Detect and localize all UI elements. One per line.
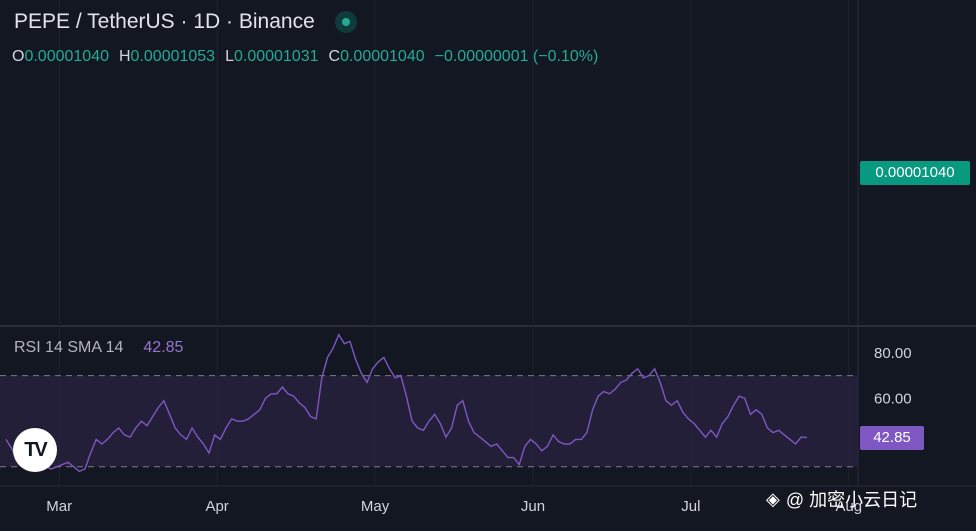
time-tick-label: Aug bbox=[835, 498, 862, 515]
watermark: ◈ @ 加密小云日记 bbox=[766, 486, 917, 512]
binance-icon: ◈ bbox=[766, 488, 780, 509]
time-tick-label: Jul bbox=[681, 498, 700, 515]
rsi-line bbox=[5, 333, 807, 473]
rsi-legend-label[interactable]: RSI 14 SMA 14 bbox=[14, 339, 124, 356]
ohlc-high-label: H bbox=[118, 48, 131, 65]
ohlc-close-value: 0.00001040 bbox=[340, 48, 425, 65]
rsi-line-layer bbox=[5, 333, 807, 473]
rsi-value-tag: 42.85 bbox=[860, 426, 924, 450]
time-tick-label: Mar bbox=[46, 498, 72, 515]
ohlc-open-value: 0.00001040 bbox=[24, 48, 109, 65]
ohlc-open-label: O bbox=[12, 48, 25, 65]
ohlc-close-label: C bbox=[328, 48, 341, 65]
watermark-text: @ 加密小云日记 bbox=[785, 490, 918, 510]
tradingview-logo[interactable]: TV bbox=[13, 428, 57, 472]
time-tick-label: Jun bbox=[521, 498, 545, 515]
rsi-legend[interactable]: RSI 14 SMA 14 42.85 bbox=[14, 339, 183, 357]
time-tick-label: May bbox=[361, 498, 390, 515]
symbol-title-bar[interactable]: PEPE / TetherUS · 1D · Binance bbox=[14, 10, 357, 34]
ohlc-change-value: −0.00000001 (−0.10%) bbox=[434, 48, 599, 65]
symbol-title[interactable]: PEPE / TetherUS · 1D · Binance bbox=[14, 10, 315, 33]
rsi-band-layer bbox=[0, 375, 858, 468]
rsi-tick-label: 60.00 bbox=[874, 390, 912, 407]
ohlc-low-label: L bbox=[225, 48, 234, 65]
time-tick-label: Apr bbox=[205, 498, 228, 515]
ohlc-low-value: 0.00001031 bbox=[233, 48, 319, 65]
ohlc-legend: O0.00001040 H0.00001053 L0.00001031 C0.0… bbox=[12, 48, 598, 66]
rsi-tick-label: 80.00 bbox=[874, 345, 912, 362]
market-open-icon bbox=[334, 11, 357, 33]
last-price-tag: 0.00001040 bbox=[860, 161, 970, 185]
axis-layer: 0.000016000.000014000.000012000.00001000… bbox=[46, 345, 912, 515]
rsi-legend-value: 42.85 bbox=[143, 339, 184, 356]
ohlc-high-value: 0.00001053 bbox=[130, 48, 216, 65]
grid-layer bbox=[0, 0, 976, 487]
